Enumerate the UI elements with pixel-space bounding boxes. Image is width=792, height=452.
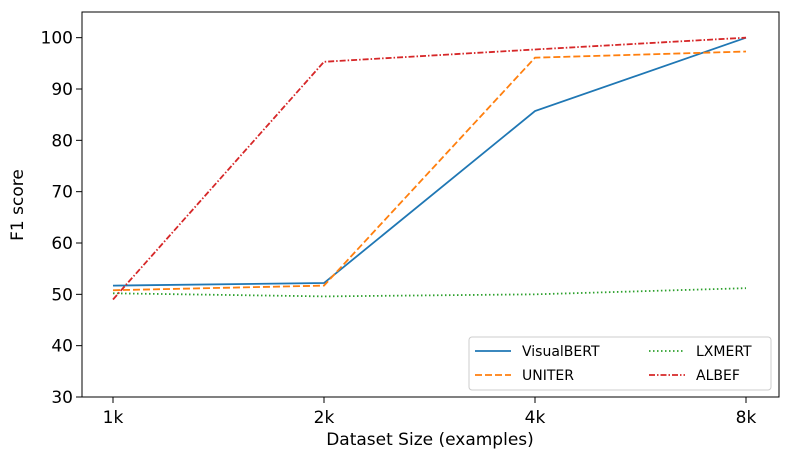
legend-frame xyxy=(468,336,772,391)
legend-label-lxmert: LXMERT xyxy=(696,344,752,360)
y-axis: 30 40 50 60 70 80 90 100 xyxy=(41,29,82,408)
x-tick-label: 1k xyxy=(103,408,124,428)
y-axis-title: F1 score xyxy=(8,169,28,241)
x-axis-title: Dataset Size (examples) xyxy=(326,430,534,450)
legend-label-albef: ALBEF xyxy=(696,368,740,384)
x-tick-label: 4k xyxy=(525,408,546,428)
x-axis: 1k 2k 4k 8k xyxy=(103,397,757,428)
series-line-uniter xyxy=(112,50,747,292)
y-tick-label: 30 xyxy=(51,388,73,408)
y-tick-label: 90 xyxy=(51,80,73,100)
series-line-visualbert xyxy=(112,36,747,287)
y-tick-label: 80 xyxy=(51,131,73,151)
y-tick-label: 40 xyxy=(51,337,73,357)
y-tick-label: 70 xyxy=(51,183,73,203)
series-line-lxmert xyxy=(112,287,747,298)
legend: VisualBERT UNITER LXMERT ALBEF xyxy=(468,336,772,391)
legend-label-uniter: UNITER xyxy=(522,368,574,384)
y-tick-label: 100 xyxy=(41,29,73,49)
series-lines xyxy=(112,36,747,301)
y-tick-label: 60 xyxy=(51,234,73,254)
x-tick-label: 8k xyxy=(736,408,757,428)
x-tick-label: 2k xyxy=(314,408,335,428)
series-line-albef xyxy=(112,36,747,301)
legend-label-visualbert: VisualBERT xyxy=(522,344,600,360)
y-tick-label: 50 xyxy=(51,285,73,305)
